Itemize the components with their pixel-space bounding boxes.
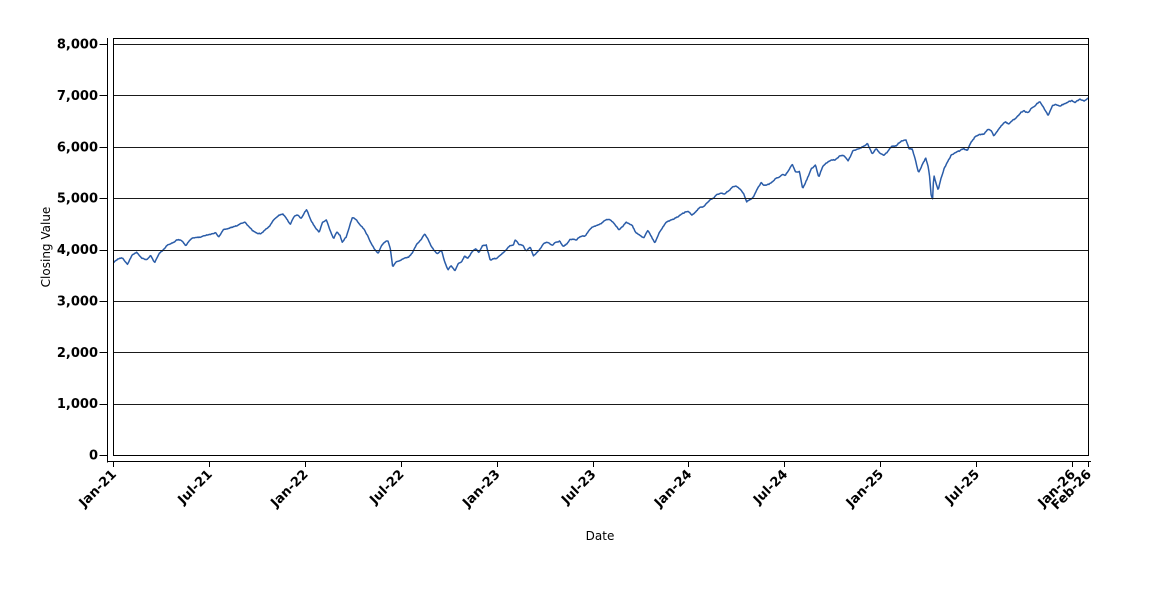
- y-tick-labels: 0 1,000 2,000 3,000 4,000 5,000 6,000 7,000 8,00…: [57, 38, 98, 464]
- x-tick-label: Jan-21: [76, 467, 120, 511]
- x-axis-title: Date: [585, 529, 615, 543]
- x-tick-label: Jan-23: [459, 467, 503, 511]
- y-tick-label: 4,000: [57, 243, 98, 258]
- closing-value-line: [113, 97, 1088, 272]
- x-tick-label: Jul-23: [558, 467, 599, 508]
- x-tick-labels: Jan-21 Jul-21 Jan-22 Jul-22 Jan-23 Jul-23 Jan-…: [76, 467, 1095, 513]
- y-tick-label: 7,000: [57, 89, 98, 104]
- y-tick-label: 0: [89, 449, 98, 464]
- series-group: [113, 97, 1088, 272]
- x-tick-label: Jul-24: [750, 467, 791, 508]
- y-tick-label: 5,000: [57, 192, 98, 207]
- x-tick-label: Jul-21: [175, 467, 216, 508]
- x-tick-label: Jan-25: [843, 467, 887, 511]
- x-tick-label: Jul-22: [366, 467, 407, 508]
- y-tick-label: 1,000: [57, 397, 98, 412]
- y-tick-label: 3,000: [57, 294, 98, 309]
- y-tick-label: 8,000: [57, 38, 98, 53]
- y-axis-title: Closing Value: [39, 206, 53, 288]
- y-tick-label: 6,000: [57, 140, 98, 155]
- x-tick-label: Jan-24: [651, 467, 695, 511]
- y-tick-label: 2,000: [57, 346, 98, 361]
- x-tick-label: Jan-22: [268, 467, 312, 511]
- plot-frame: [113, 38, 1089, 456]
- axes-group: [99, 38, 1091, 467]
- gridlines-group: [113, 44, 1088, 405]
- x-tick-label: Jul-25: [942, 467, 983, 508]
